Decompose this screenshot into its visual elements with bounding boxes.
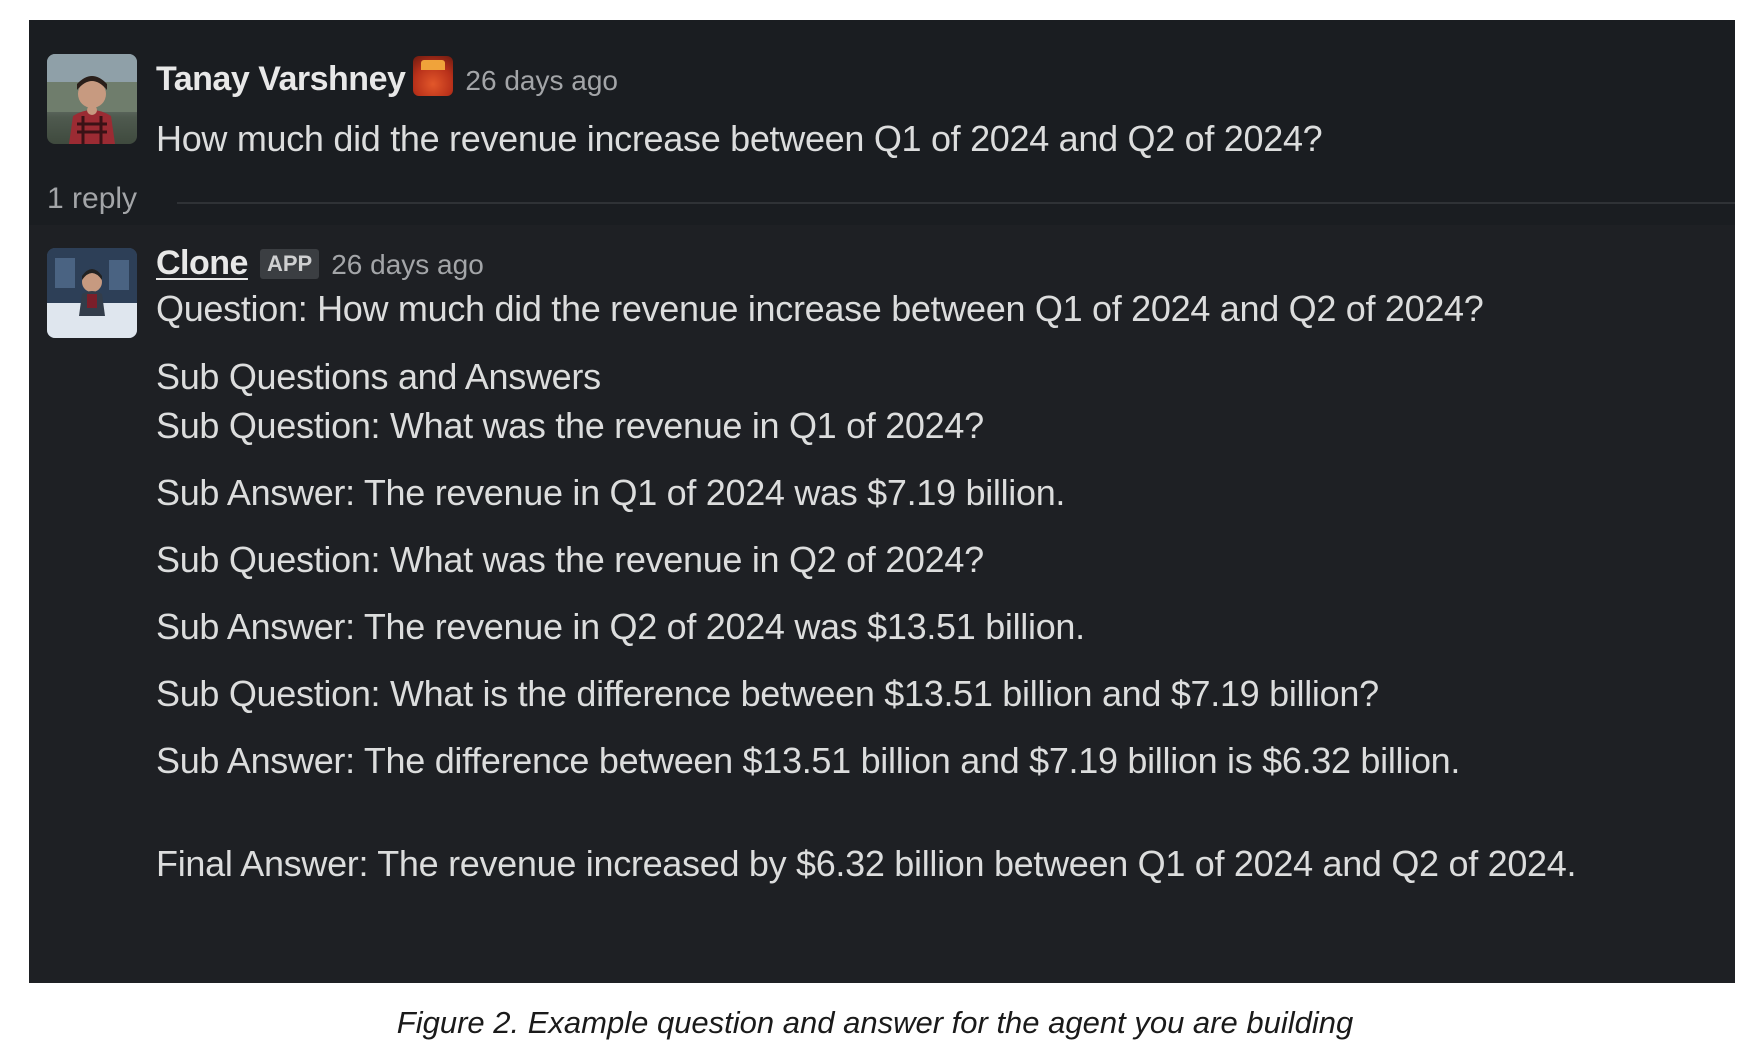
sub-answer-line: Sub Answer: The revenue in Q2 of 2024 wa… xyxy=(156,606,1085,647)
reply-count-link[interactable]: 1 reply xyxy=(47,182,138,215)
app-avatar[interactable] xyxy=(47,248,137,338)
question-message-header: Tanay Varshney 26 days ago xyxy=(156,50,618,99)
author-name[interactable]: Tanay Varshney xyxy=(156,60,406,98)
sub-question-line: Sub Question: What was the revenue in Q1… xyxy=(156,405,984,446)
thread-panel: Tanay Varshney 26 days ago How much did … xyxy=(29,20,1735,983)
sub-answer-line: Sub Answer: The difference between $13.5… xyxy=(156,740,1461,781)
question-message-text: How much did the revenue increase betwee… xyxy=(156,118,1323,159)
user-photo-icon xyxy=(47,54,137,144)
message-timestamp[interactable]: 26 days ago xyxy=(331,249,484,280)
app-name-link[interactable]: Clone xyxy=(156,244,248,282)
question-message: Tanay Varshney 26 days ago How much did … xyxy=(29,20,1735,193)
sub-question-line: Sub Question: What is the difference bet… xyxy=(156,673,1379,714)
figure-caption: Figure 2. Example question and answer fo… xyxy=(396,1005,1354,1040)
sub-questions-heading: Sub Questions and Answers xyxy=(156,356,601,397)
fire-emoji-icon xyxy=(413,56,454,96)
sub-answer-line: Sub Answer: The revenue in Q1 of 2024 wa… xyxy=(156,472,1066,513)
reply-divider: 1 reply xyxy=(29,182,1735,222)
sub-question-line: Sub Question: What was the revenue in Q2… xyxy=(156,539,984,580)
reply-message-header: Clone APP 26 days ago xyxy=(156,244,484,283)
divider-line xyxy=(177,202,1735,204)
reply-question-line: Question: How much did the revenue incre… xyxy=(156,288,1484,329)
final-answer-line: Final Answer: The revenue increased by $… xyxy=(156,843,1577,884)
reply-area xyxy=(29,225,1735,983)
app-badge: APP xyxy=(259,249,320,279)
bot-avatar-icon xyxy=(47,248,137,338)
message-timestamp[interactable]: 26 days ago xyxy=(465,65,618,96)
avatar[interactable] xyxy=(47,54,137,144)
